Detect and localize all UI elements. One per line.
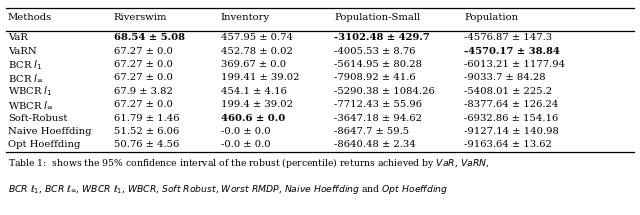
Text: -8640.48 ± 2.34: -8640.48 ± 2.34 (334, 140, 416, 149)
Text: WBCR $l_1$: WBCR $l_1$ (8, 84, 52, 98)
Text: -9127.14 ± 140.98: -9127.14 ± 140.98 (464, 127, 559, 136)
Text: -5614.95 ± 80.28: -5614.95 ± 80.28 (334, 60, 422, 69)
Text: WBCR $l_\infty$: WBCR $l_\infty$ (8, 99, 54, 111)
Text: -5290.38 ± 1084.26: -5290.38 ± 1084.26 (334, 87, 435, 96)
Text: -0.0 ± 0.0: -0.0 ± 0.0 (221, 140, 271, 149)
Text: 67.27 ± 0.0: 67.27 ± 0.0 (114, 60, 173, 69)
Text: 51.52 ± 6.06: 51.52 ± 6.06 (114, 127, 179, 136)
Text: -7908.92 ± 41.6: -7908.92 ± 41.6 (334, 74, 416, 83)
Text: 199.4 ± 39.02: 199.4 ± 39.02 (221, 100, 292, 109)
Text: 452.78 ± 0.02: 452.78 ± 0.02 (221, 47, 292, 56)
Text: -4576.87 ± 147.3: -4576.87 ± 147.3 (464, 33, 552, 42)
Text: 67.27 ± 0.0: 67.27 ± 0.0 (114, 47, 173, 56)
Text: 67.27 ± 0.0: 67.27 ± 0.0 (114, 100, 173, 109)
Text: Table 1:  shows the 95% confidence interval of the robust (percentile) returns a: Table 1: shows the 95% confidence interv… (8, 156, 489, 170)
Text: -5408.01 ± 225.2: -5408.01 ± 225.2 (464, 87, 552, 96)
Text: -9163.64 ± 13.62: -9163.64 ± 13.62 (464, 140, 552, 149)
Text: VaR: VaR (8, 33, 28, 42)
Text: VaRN: VaRN (8, 47, 36, 56)
Text: Population: Population (464, 13, 518, 22)
Text: 61.79 ± 1.46: 61.79 ± 1.46 (114, 114, 179, 123)
Text: 457.95 ± 0.74: 457.95 ± 0.74 (221, 33, 292, 42)
Text: -8647.7 ± 59.5: -8647.7 ± 59.5 (334, 127, 409, 136)
Text: -6013.21 ± 1177.94: -6013.21 ± 1177.94 (464, 60, 565, 69)
Text: -3647.18 ± 94.62: -3647.18 ± 94.62 (334, 114, 422, 123)
Text: Soft-Robust: Soft-Robust (8, 114, 67, 123)
Text: Inventory: Inventory (221, 13, 270, 22)
Text: 67.9 ± 3.82: 67.9 ± 3.82 (114, 87, 173, 96)
Text: -9033.7 ± 84.28: -9033.7 ± 84.28 (464, 74, 546, 83)
Text: 50.76 ± 4.56: 50.76 ± 4.56 (114, 140, 179, 149)
Text: -7712.43 ± 55.96: -7712.43 ± 55.96 (334, 100, 422, 109)
Text: -4570.17 ± 38.84: -4570.17 ± 38.84 (464, 47, 560, 56)
Text: -4005.53 ± 8.76: -4005.53 ± 8.76 (334, 47, 415, 56)
Text: Naive Hoeffding: Naive Hoeffding (8, 127, 91, 136)
Text: Methods: Methods (8, 13, 52, 22)
Text: 68.54 ± 5.08: 68.54 ± 5.08 (114, 33, 185, 42)
Text: -6932.86 ± 154.16: -6932.86 ± 154.16 (464, 114, 558, 123)
Text: -3102.48 ± 429.7: -3102.48 ± 429.7 (334, 33, 430, 42)
Text: 369.67 ± 0.0: 369.67 ± 0.0 (221, 60, 286, 69)
Text: 67.27 ± 0.0: 67.27 ± 0.0 (114, 74, 173, 83)
Text: Riverswim: Riverswim (114, 13, 168, 22)
Text: Opt Hoeffding: Opt Hoeffding (8, 140, 80, 149)
Text: BCR $l_1$: BCR $l_1$ (8, 58, 42, 72)
Text: -8377.64 ± 126.24: -8377.64 ± 126.24 (464, 100, 558, 109)
Text: $\it{BCR}$ $\it{\ell_1}$, $\it{BCR}$ $\it{\ell_\infty}$, $\it{WBCR}$ $\it{\ell_1: $\it{BCR}$ $\it{\ell_1}$, $\it{BCR}$ $\i… (8, 183, 448, 196)
Text: BCR $l_\infty$: BCR $l_\infty$ (8, 72, 44, 84)
Text: 460.6 ± 0.0: 460.6 ± 0.0 (221, 114, 285, 123)
Text: 454.1 ± 4.16: 454.1 ± 4.16 (221, 87, 287, 96)
Text: -0.0 ± 0.0: -0.0 ± 0.0 (221, 127, 271, 136)
Text: Population-Small: Population-Small (334, 13, 420, 22)
Text: 199.41 ± 39.02: 199.41 ± 39.02 (221, 74, 300, 83)
